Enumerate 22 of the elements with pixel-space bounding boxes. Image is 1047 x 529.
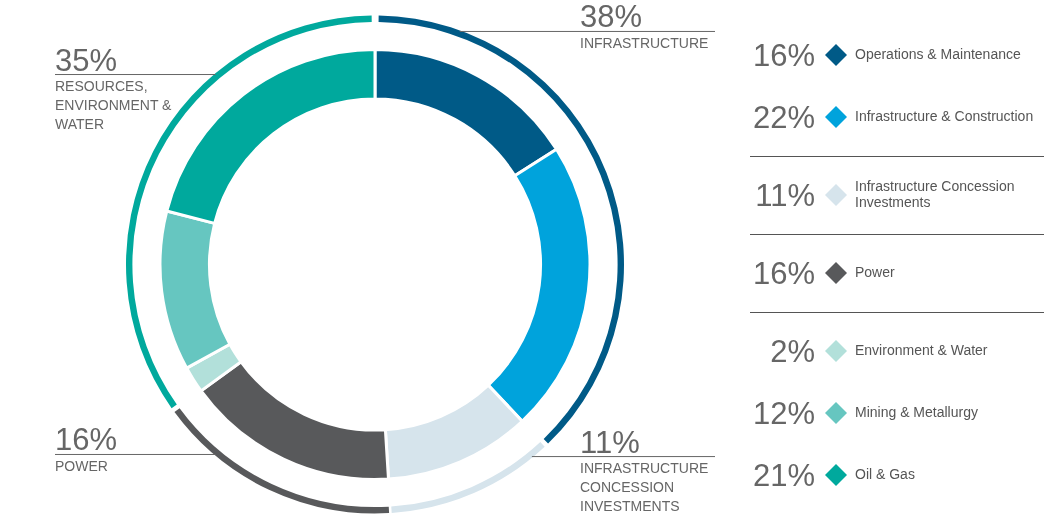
- legend-label: Power: [855, 263, 896, 280]
- data-label: 16%: [55, 422, 118, 458]
- legend-label: Environment & Water: [855, 341, 988, 358]
- legend-label: Oil & Gas: [855, 465, 915, 482]
- slice-label: POWER: [55, 458, 108, 475]
- data-label: 16%: [752, 37, 815, 73]
- data-label: 21%: [752, 457, 815, 493]
- data-label: 35%: [55, 42, 118, 78]
- data-label: 11%: [755, 177, 815, 213]
- data-label: 16%: [752, 255, 815, 291]
- data-label: 22%: [752, 99, 815, 135]
- slice-label: INFRASTRUCTURE CONCESSION INVESTMENTS: [580, 460, 709, 515]
- slice-label: INFRASTRUCTURE: [580, 35, 709, 52]
- legend-label: Mining & Metallurgy: [855, 403, 978, 420]
- legend-label: Operations & Maintenance: [855, 45, 1021, 62]
- slice-label: RESOURCES, ENVIRONMENT & WATER: [55, 78, 173, 133]
- legend-label: Infrastructure & Construction: [855, 107, 1034, 124]
- legend-label: Infrastructure Concession Investments: [855, 177, 1015, 210]
- data-label: 11%: [580, 424, 640, 460]
- data-label: 12%: [752, 395, 815, 431]
- data-label: 38%: [580, 0, 643, 35]
- data-label: 2%: [770, 333, 815, 369]
